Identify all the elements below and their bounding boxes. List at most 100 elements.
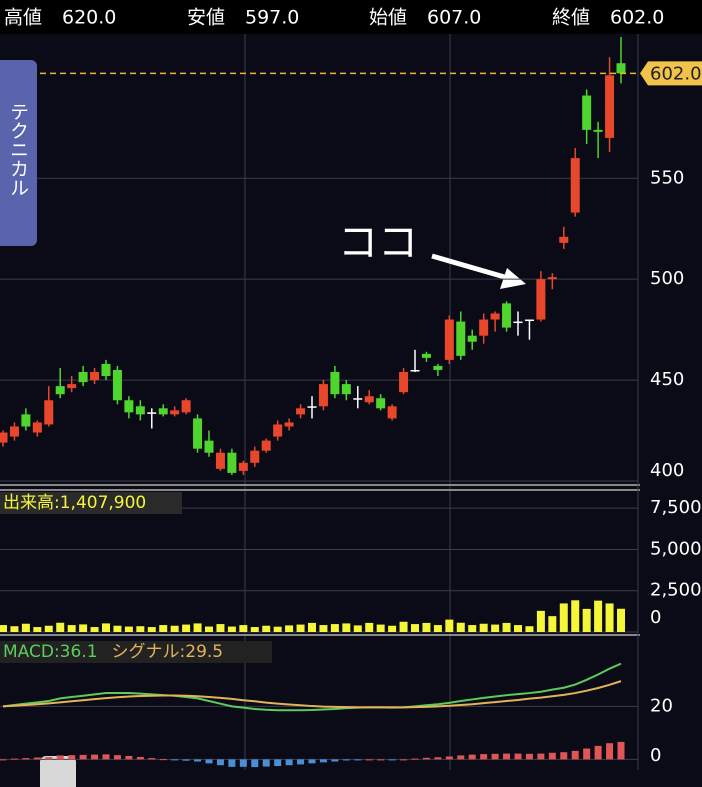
candle-body [296,408,306,415]
volume-bar [342,623,351,632]
candle-body [376,398,386,409]
histogram-bar [514,753,522,760]
y-tick-label: 7,500,000 [650,497,702,518]
header-value: 597.0 [245,7,299,29]
candle-body [21,414,31,427]
histogram-bar [91,754,99,760]
header-value: 620.0 [62,7,116,29]
legend-bg [0,492,182,514]
candle-body [444,319,454,360]
volume-bar [227,626,236,632]
histogram-bar [262,759,270,767]
histogram-bar [148,758,156,760]
candle-body [44,400,54,425]
histogram-bar [10,758,18,760]
volume-bar [33,627,42,632]
technical-tab[interactable]: テクニカル [0,60,37,246]
overlay-button[interactable] [40,756,76,787]
candle-body [318,384,328,407]
candle-body [616,63,626,74]
histogram-bar [537,753,545,760]
arrow-head [500,268,526,289]
volume-bar [216,624,225,632]
y-tick-label: 500 [650,268,684,289]
histogram-bar [0,759,7,761]
y-tick-label: 5,000,000 [650,538,702,559]
panel-title: 出来高:1,407,900 [3,493,146,513]
candle-body [490,313,500,320]
legend-entry: シグナル:29.5 [112,642,224,662]
histogram-bar [171,759,179,761]
histogram-bar [239,759,247,767]
arrow-shaft [431,253,509,281]
volume-bar [617,608,625,632]
volume-bar [273,626,282,632]
volume-bar [79,624,88,632]
header-label: 高値 [4,7,42,29]
volume-bar [548,616,557,632]
histogram-bar [308,759,316,764]
volume-bar [0,625,7,632]
histogram-bar [377,759,385,761]
histogram-bar [503,753,511,760]
volume-bar [90,627,99,632]
volume-bar [399,621,408,632]
histogram-bar [228,759,236,767]
volume-bar [582,608,591,632]
volume-bar [67,625,76,632]
volume-bar [605,603,614,632]
volume-bar [376,624,385,632]
candle-body [387,406,397,419]
volume-bar [445,619,454,632]
volume-bar [262,625,271,632]
candle-body [238,462,248,471]
candle-body [261,440,271,451]
candle-body [410,369,420,372]
histogram-bar [583,748,591,760]
volume-bar [525,626,534,632]
volume-bar [319,625,328,632]
candle-body [67,384,77,389]
histogram-bar [617,741,625,760]
line-series [2,662,622,712]
candle-body [0,432,8,443]
candle-body [32,422,42,433]
candle-body [341,384,351,395]
volume-bar [147,627,156,632]
candle-body [536,279,546,320]
last-price-tag [640,61,702,86]
candle-body [284,422,294,427]
volume-bar [433,625,442,632]
y-tick-label: 550 [650,167,684,188]
histogram-bar [216,759,224,766]
candle-body [124,400,134,413]
candle-body [101,363,111,377]
volume-bar [330,624,339,632]
candle-body [353,398,363,400]
candle-body [78,371,88,383]
histogram-bar [274,759,282,767]
volume-bar [124,626,133,632]
volume-bar [170,625,179,632]
candle-body [170,410,180,415]
volume-bar [456,622,465,632]
candle-body [605,75,615,138]
volume-bar [10,626,19,632]
candle-body [570,158,580,213]
volume-bar [205,626,213,632]
volume-bar [388,625,397,632]
y-tick-label: 450 [650,369,684,390]
legend-entry: MACD:36.1 [3,642,98,662]
header-label: 始値 [369,7,407,29]
candle-body [55,386,65,395]
histogram-bar [480,754,488,760]
candle-body [399,371,409,393]
volume-bar [21,623,30,632]
histogram-bar [365,759,373,761]
volume-bar [193,623,202,632]
volume-bar [365,622,374,632]
volume-bar [571,600,580,632]
candle-body [227,452,237,473]
volume-bar [250,627,259,632]
candle-body [456,321,466,356]
